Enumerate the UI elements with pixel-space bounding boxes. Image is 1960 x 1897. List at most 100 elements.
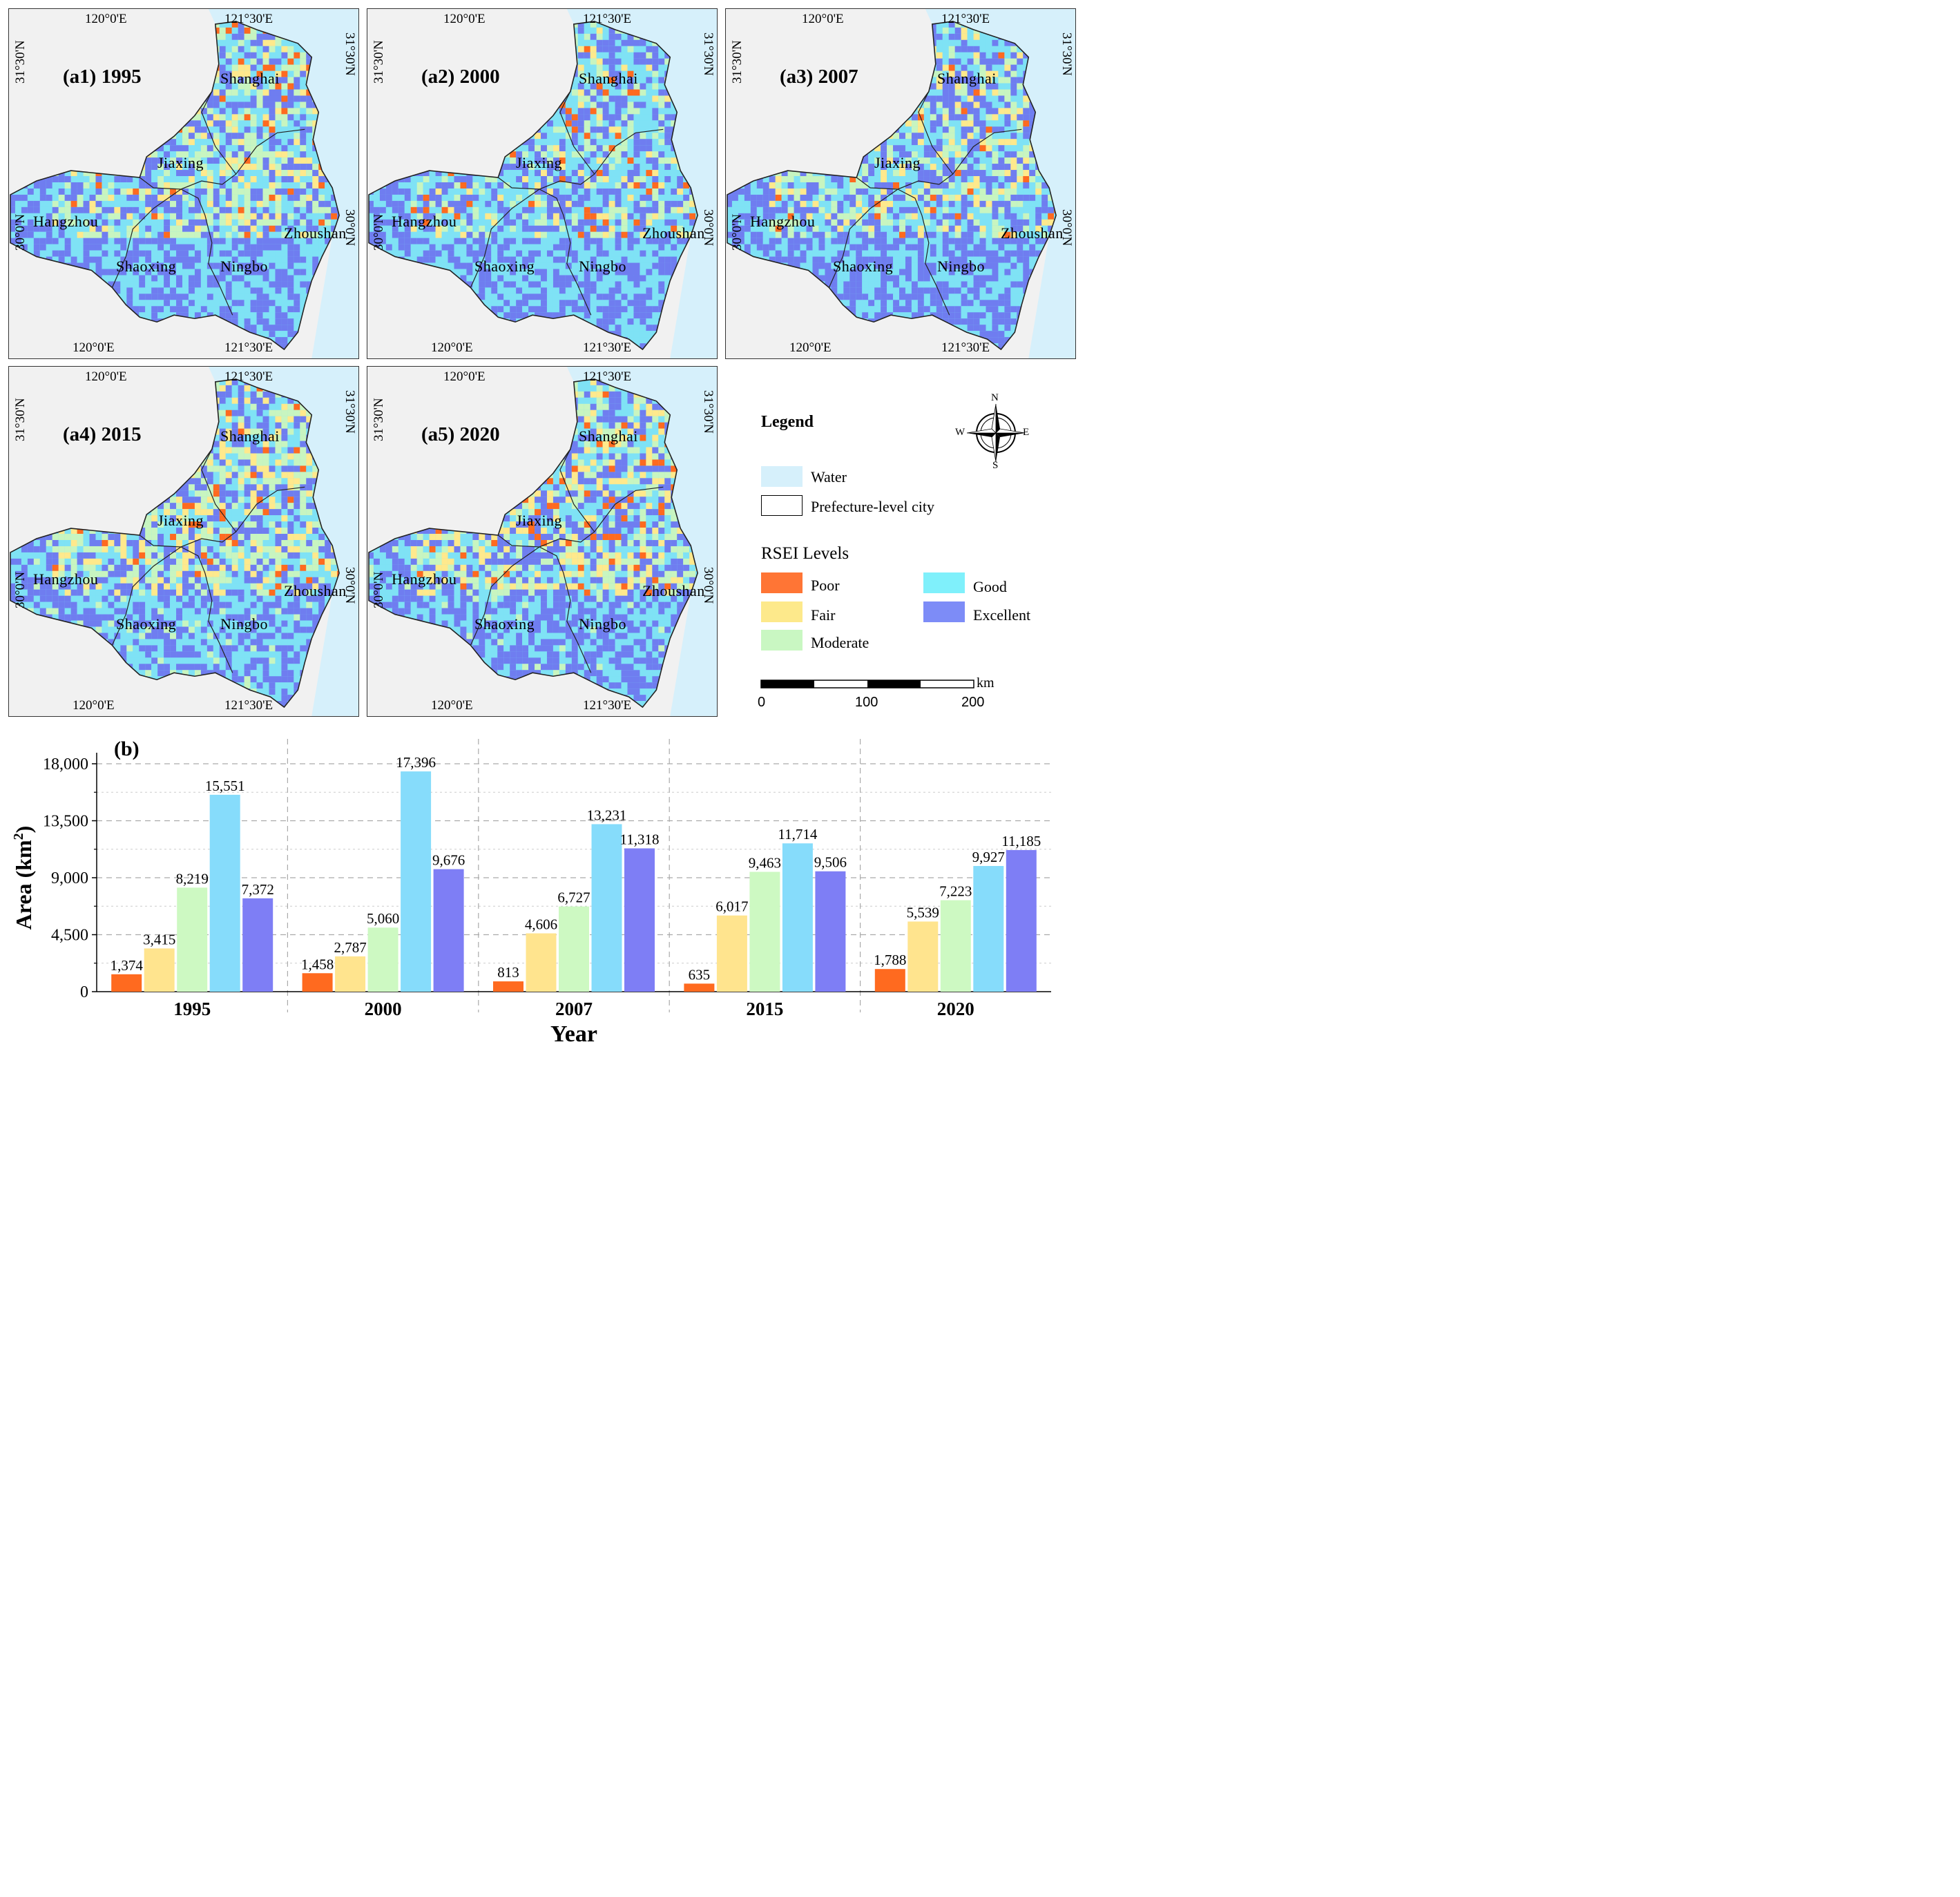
excellent-swatch: [923, 601, 965, 622]
city-boundary: [139, 531, 237, 548]
lon-label-top-right: 121°30'E: [224, 369, 273, 384]
bar-fair-1995: [144, 948, 175, 992]
good-label: Good: [973, 578, 1007, 595]
lat-label-right-top: 31°30'N: [701, 32, 715, 76]
lon-label-top-right: 121°30'E: [941, 12, 990, 26]
city-label-hangzhou: Hangzhou: [392, 570, 457, 588]
city-label-shanghai: Shanghai: [220, 427, 280, 445]
city-boundary: [111, 546, 182, 646]
bar-poor-2007: [493, 981, 523, 992]
lon-label-top-left: 120°0'E: [85, 369, 127, 384]
city-label-ningbo: Ningbo: [220, 258, 268, 275]
bar-value-label: 1,374: [111, 957, 144, 974]
x-tick-label: 2007: [555, 999, 593, 1019]
x-tick-label: 1995: [173, 999, 211, 1019]
lon-label-bottom-right: 121°30'E: [583, 698, 632, 713]
city-label-shanghai: Shanghai: [579, 70, 638, 87]
bar-value-label: 11,185: [1001, 833, 1041, 849]
rsei-map: [727, 9, 1075, 358]
rsei-mosaic: [368, 21, 698, 350]
bar-poor-1995: [111, 974, 142, 992]
city-boundary: [368, 21, 698, 351]
city-label-ningbo: Ningbo: [220, 615, 268, 633]
y-tick-label: 0: [80, 983, 88, 1001]
lon-label-bottom-right: 121°30'E: [224, 698, 273, 713]
city-boundary: [539, 189, 592, 316]
panel-label: (b): [114, 738, 140, 760]
moderate-label: Moderate: [811, 634, 869, 651]
city-boundary: [470, 189, 540, 288]
city-label-zhoushan: Zhoushan: [642, 224, 705, 242]
city-boundary: [918, 91, 1022, 175]
bar-chart-svg: 0 4,500 9,000 13,500 18,000 1,374 3,415 8,219 15…: [11, 738, 1051, 1047]
city-label-hangzhou: Hangzhou: [33, 570, 99, 588]
bar-value-label: 11,318: [620, 831, 660, 848]
compass-w: W: [955, 427, 965, 438]
lat-label-right-top: 31°30'N: [343, 32, 357, 76]
city-label-hangzhou: Hangzhou: [33, 213, 99, 230]
rsei-mosaic: [368, 378, 698, 708]
city-boundary: [727, 21, 1057, 351]
rsei-map: [10, 9, 358, 358]
bar-good-2020: [973, 866, 1004, 992]
map-title: (a1) 1995: [63, 66, 142, 88]
rsei-map: [368, 367, 717, 716]
y-tick-label: 9,000: [51, 869, 88, 887]
excellent-label: Excellent: [973, 606, 1031, 624]
city-label-hangzhou: Hangzhou: [392, 213, 457, 230]
bar-moderate-2000: [367, 927, 398, 992]
rsei-mosaic: [10, 378, 340, 708]
city-boundary: [470, 546, 540, 646]
bar-good-1995: [209, 794, 240, 992]
rsei-title: RSEI Levels: [761, 544, 849, 563]
lon-label-top-left: 120°0'E: [802, 12, 844, 26]
city-label-jiaxing: Jiaxing: [157, 512, 204, 529]
compass-rose-icon: [966, 403, 1026, 463]
lat-label-left-top: 31°30'N: [13, 40, 28, 84]
water-area: [925, 9, 1075, 358]
lat-label-left-mid: 30°0'N: [13, 213, 28, 251]
prefecture-label: Prefecture-level city: [811, 498, 934, 515]
map-title: (a2) 2000: [421, 66, 500, 88]
lon-label-top-left: 120°0'E: [443, 12, 486, 26]
x-axis-title: Year: [550, 1021, 597, 1047]
map-panel-2: (a2) 2000 120°0'E 121°30'E 120°0'E 121°30'E 3…: [367, 8, 718, 359]
city-label-jiaxing: Jiaxing: [157, 154, 204, 171]
bar-value-label: 17,396: [396, 754, 436, 771]
y-tick-label: 4,500: [51, 927, 88, 945]
lon-label-top-right: 121°30'E: [583, 12, 632, 26]
bar-poor-2000: [302, 973, 333, 992]
city-boundary: [559, 91, 664, 175]
city-label-shaoxing: Shaoxing: [474, 615, 535, 633]
city-label-zhoushan: Zhoushan: [642, 582, 705, 599]
bar-value-label: 4,606: [525, 916, 557, 933]
rsei-mosaic: [727, 21, 1057, 350]
bar-value-label: 7,223: [939, 883, 972, 900]
city-boundary: [856, 173, 954, 190]
bar-excellent-1995: [242, 898, 273, 992]
x-tick-label: 2000: [365, 999, 402, 1019]
city-boundary: [497, 531, 595, 548]
bar-excellent-2020: [1006, 849, 1037, 992]
lon-label-top-left: 120°0'E: [443, 369, 486, 384]
bar-poor-2015: [684, 983, 715, 992]
lat-label-right-top: 31°30'N: [701, 390, 715, 434]
bar-value-label: 5,539: [907, 904, 939, 921]
lat-label-left-mid: 30°0'N: [13, 571, 28, 608]
bar-excellent-2015: [815, 871, 846, 992]
lat-label-left-top: 31°30'N: [372, 398, 386, 441]
lon-label-bottom-left: 120°0'E: [73, 698, 115, 713]
bar-moderate-2020: [940, 900, 971, 992]
city-label-zhoushan: Zhoushan: [284, 224, 347, 242]
city-label-ningbo: Ningbo: [579, 615, 626, 633]
y-tick-label: 13,500: [43, 813, 88, 831]
scale-tick-200: 200: [961, 695, 985, 710]
lat-label-left-top: 31°30'N: [372, 40, 386, 84]
city-label-hangzhou: Hangzhou: [750, 213, 816, 230]
city-boundary: [10, 21, 340, 351]
scale-tick-100: 100: [855, 695, 878, 710]
lon-label-top-left: 120°0'E: [85, 12, 127, 26]
water-area: [208, 9, 358, 358]
bar-fair-2015: [716, 915, 747, 992]
lat-label-left-mid: 30°0'N: [372, 213, 386, 251]
